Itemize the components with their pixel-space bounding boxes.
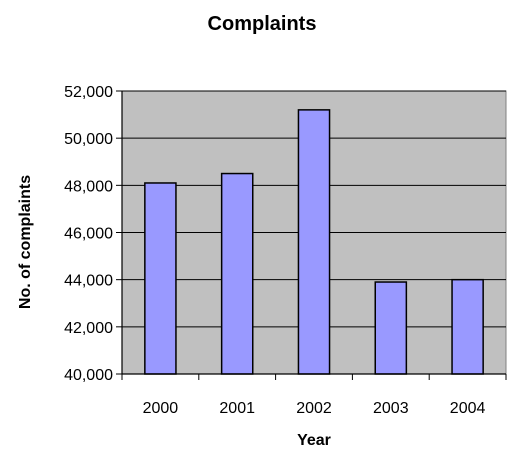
x-tick-label: 2003 [373, 400, 409, 417]
axes [116, 90, 507, 380]
y-tick-label: 40,000 [64, 367, 113, 384]
bar-2004 [451, 278, 484, 375]
y-tick-label: 46,000 [64, 226, 113, 243]
chart-title: Complaints [208, 13, 317, 35]
y-tick-label: 52,000 [64, 84, 113, 101]
y-tick-label: 50,000 [64, 131, 113, 148]
y-tick-label: 48,000 [64, 178, 113, 195]
bar-2002 [297, 109, 331, 375]
x-tick-label: 2002 [296, 400, 332, 417]
y-tick-labels: 40,000 42,000 44,000 46,000 48,000 50,000 52,0… [64, 84, 113, 384]
x-axis-title: Year [297, 432, 331, 449]
bars [144, 109, 484, 375]
y-tick-label: 44,000 [64, 273, 113, 290]
x-tick-label: 2000 [143, 400, 179, 417]
x-tick-label: 2004 [450, 400, 486, 417]
x-tick-labels: 2000 2001 2002 2003 2004 [143, 400, 486, 417]
bar-2003 [374, 281, 408, 375]
bar-2001 [220, 172, 254, 375]
bar-2000 [144, 182, 177, 375]
x-tick-label: 2001 [219, 400, 255, 417]
y-axis-title: No. of complaints [17, 175, 34, 309]
y-tick-label: 42,000 [64, 320, 113, 337]
